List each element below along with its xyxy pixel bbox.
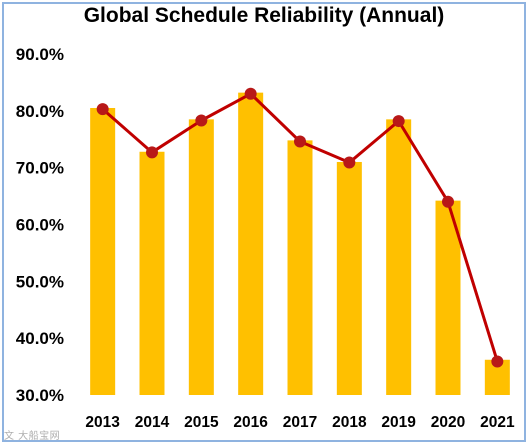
line-point	[146, 146, 158, 159]
bar	[90, 107, 116, 395]
bar	[336, 161, 362, 395]
y-tick-label: 70.0%	[16, 159, 64, 178]
y-tick-label: 50.0%	[16, 272, 64, 291]
x-tick-label: 2013	[85, 414, 120, 431]
bar	[287, 140, 313, 395]
line-point	[244, 87, 257, 100]
bar	[139, 151, 165, 395]
line-point	[442, 195, 454, 208]
bar	[386, 119, 412, 395]
x-tick-label: 2020	[431, 414, 465, 431]
chart-title: Global Schedule Reliability (Annual)	[83, 4, 445, 27]
line-point	[96, 103, 109, 116]
x-tick-label: 2019	[381, 414, 416, 431]
x-tick-label: 2015	[184, 414, 219, 431]
line-point	[195, 114, 208, 127]
x-tick-label: 2016	[233, 414, 268, 431]
x-tick-label: 2014	[135, 414, 170, 431]
line-point	[392, 115, 405, 128]
x-tick-label: 2021	[480, 414, 515, 431]
y-tick-label: 30.0%	[16, 386, 64, 405]
line-point	[491, 355, 504, 368]
x-tick-label: 2018	[332, 414, 367, 431]
line-point	[343, 156, 356, 169]
x-tick-label: 2017	[283, 414, 317, 431]
bar	[238, 92, 264, 395]
line-point	[294, 135, 306, 148]
y-tick-label: 80.0%	[16, 102, 64, 121]
y-tick-label: 90.0%	[16, 45, 64, 64]
y-tick-label: 40.0%	[16, 329, 64, 348]
y-tick-label: 60.0%	[16, 216, 64, 235]
bar	[188, 119, 214, 395]
watermark: 文 大船宝网	[4, 431, 61, 442]
